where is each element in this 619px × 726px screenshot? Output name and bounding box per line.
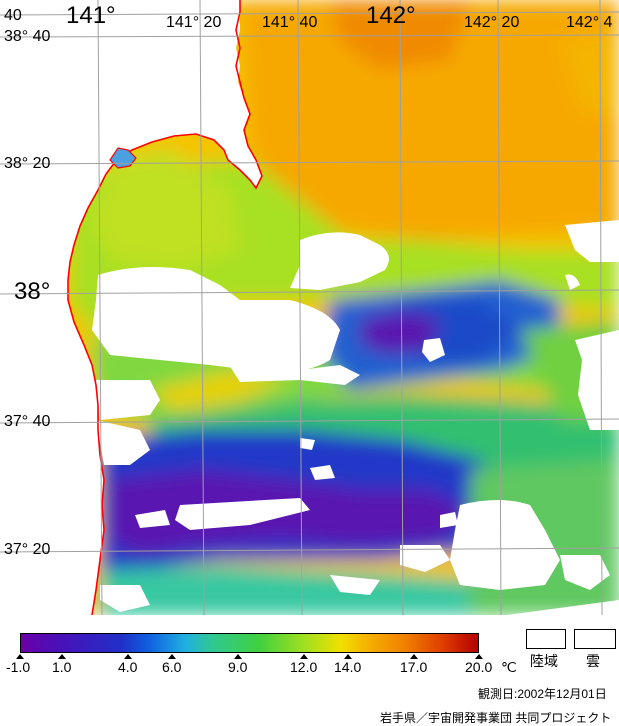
colorbar-tick-label: 14.0 [334,659,362,675]
temperature-colorbar [20,633,479,653]
land-swatch [526,629,566,649]
lon-label-141-20: 141° 20 [166,14,222,31]
colorbar-tick-label: 9.0 [228,659,248,675]
corner-lon-label: 40 [4,7,22,24]
lat-label-38-20: 38° 20 [4,155,51,172]
lon-label-142: 142° [366,2,416,29]
cloud-swatch [574,629,616,649]
colorbar-tick [168,654,176,659]
observation-date: 観測日:2002年12月01日 [478,687,607,701]
lat-label-37-20: 37° 20 [4,541,51,558]
lat-label-38: 38° [14,278,51,305]
lon-label-141-40: 141° 40 [262,14,318,31]
colorbar-tick [58,654,66,659]
colorbar-tick [410,654,418,659]
lon-label-142-40: 142° 4 [566,14,613,31]
sst-map-canvas [0,0,619,615]
colorbar-tick-label: 6.0 [162,659,182,675]
colorbar-tick-label: 4.0 [118,659,138,675]
colorbar-tick [300,654,308,659]
colorbar-tick-label: 1.0 [52,659,72,675]
land-legend-label: 陸域 [530,653,558,669]
colorbar-tick [16,654,24,659]
temperature-unit: ℃ [501,659,517,675]
lat-label-38-40: 38° 40 [4,28,51,45]
graticule [0,0,619,615]
colorbar-tick [234,654,242,659]
sst-map: 40 141° 141° 20 141° 40 142° 142° 20 142… [0,0,619,615]
colorbar-tick [344,654,352,659]
colorbar-tick-label: -1.0 [6,659,31,675]
colorbar-tick [475,654,483,659]
colorbar-tick-label: 12.0 [290,659,318,675]
lon-label-141: 141° [66,2,116,29]
colorbar-tick-label: 20.0 [465,659,493,675]
project-credit: 岩手県／宇宙開発事業団 共同プロジェクト [380,711,612,725]
cloud-legend-label: 雲 [586,653,600,669]
lat-label-37-40: 37° 40 [4,413,51,430]
lon-label-142-20: 142° 20 [464,14,520,31]
colorbar-tick-label: 17.0 [400,659,428,675]
colorbar-tick [124,654,132,659]
